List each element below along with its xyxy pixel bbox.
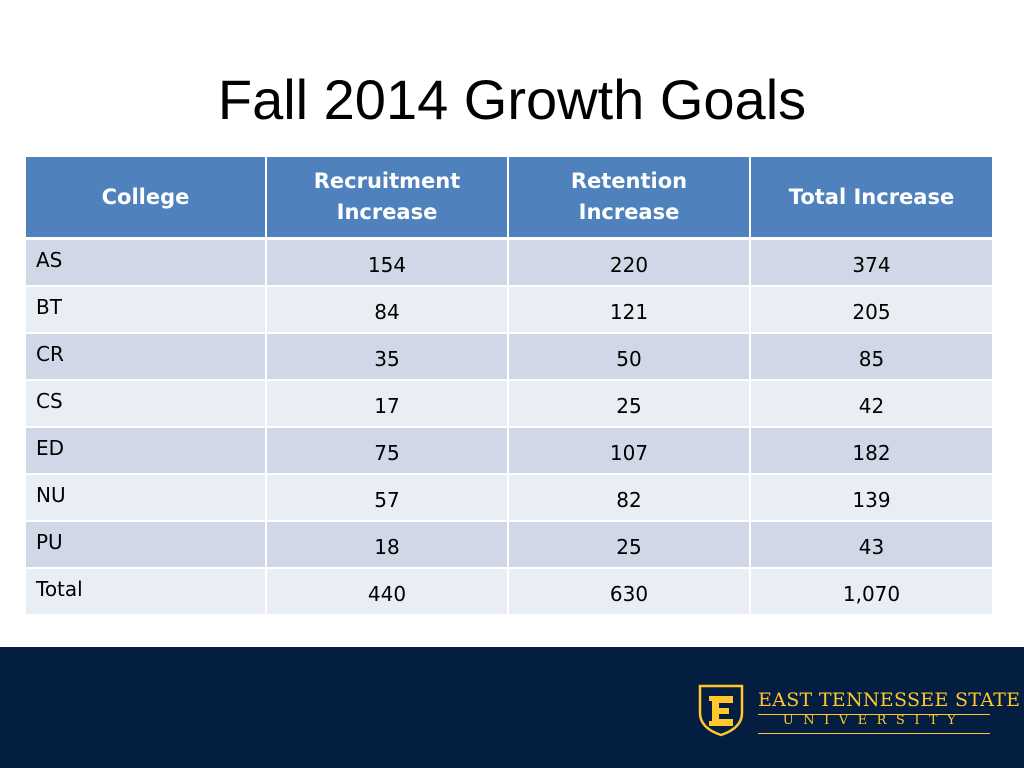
footer-band: [0, 647, 1024, 768]
recruitment-cell: 35: [267, 334, 509, 381]
logo-wordmark-line2: UNIVERSITY: [782, 713, 966, 728]
header-retention-increase: Retention Increase: [509, 157, 751, 240]
recruitment-cell: 154: [267, 240, 509, 287]
retention-cell: 107: [509, 428, 751, 475]
logo-divider: [758, 714, 990, 715]
header-college: College: [26, 157, 267, 240]
retention-cell: 220: [509, 240, 751, 287]
college-cell: AS: [26, 240, 267, 287]
total-cell: 374: [751, 240, 992, 287]
table-row: BT 84 121 205: [26, 287, 992, 334]
slide-title: Fall 2014 Growth Goals: [217, 68, 807, 131]
retention-cell: 25: [509, 522, 751, 569]
recruitment-cell: 440: [267, 569, 509, 616]
table-row: CR 35 50 85: [26, 334, 992, 381]
retention-cell: 82: [509, 475, 751, 522]
table-row: NU 57 82 139: [26, 475, 992, 522]
recruitment-cell: 17: [267, 381, 509, 428]
recruitment-cell: 57: [267, 475, 509, 522]
retention-cell: 25: [509, 381, 751, 428]
recruitment-cell: 84: [267, 287, 509, 334]
college-cell: CS: [26, 381, 267, 428]
table-row: ED 75 107 182: [26, 428, 992, 475]
header-retention-line2: Increase: [578, 200, 680, 224]
total-cell: 182: [751, 428, 992, 475]
retention-cell: 50: [509, 334, 751, 381]
college-cell: BT: [26, 287, 267, 334]
logo-wordmark-line1: EAST TENNESSEE STATE: [758, 689, 1021, 711]
college-cell: Total: [26, 569, 267, 616]
header-retention-line1: Retention: [570, 169, 688, 193]
recruitment-cell: 75: [267, 428, 509, 475]
header-total-label: Total Increase: [788, 184, 955, 209]
total-cell: 139: [751, 475, 992, 522]
total-cell: 205: [751, 287, 992, 334]
header-recruitment-line1: Recruitment: [313, 169, 461, 193]
table-row: CS 17 25 42: [26, 381, 992, 428]
logo-underline: [758, 733, 990, 734]
header-recruitment-line2: Increase: [336, 200, 438, 224]
table-header-row: College Recruitment Increase Retention I…: [26, 157, 992, 240]
growth-goals-table: College Recruitment Increase Retention I…: [26, 157, 992, 616]
total-cell: 42: [751, 381, 992, 428]
table-row-total: Total 440 630 1,070: [26, 569, 992, 616]
etsu-e-shield-icon: [698, 684, 744, 737]
header-college-label: College: [101, 184, 190, 209]
total-cell: 1,070: [751, 569, 992, 616]
college-cell: ED: [26, 428, 267, 475]
header-recruitment-increase: Recruitment Increase: [267, 157, 509, 240]
table-row: AS 154 220 374: [26, 240, 992, 287]
total-cell: 43: [751, 522, 992, 569]
college-cell: PU: [26, 522, 267, 569]
college-cell: NU: [26, 475, 267, 522]
retention-cell: 630: [509, 569, 751, 616]
header-total-increase: Total Increase: [751, 157, 992, 240]
recruitment-cell: 18: [267, 522, 509, 569]
total-cell: 85: [751, 334, 992, 381]
retention-cell: 121: [509, 287, 751, 334]
college-cell: CR: [26, 334, 267, 381]
table-row: PU 18 25 43: [26, 522, 992, 569]
